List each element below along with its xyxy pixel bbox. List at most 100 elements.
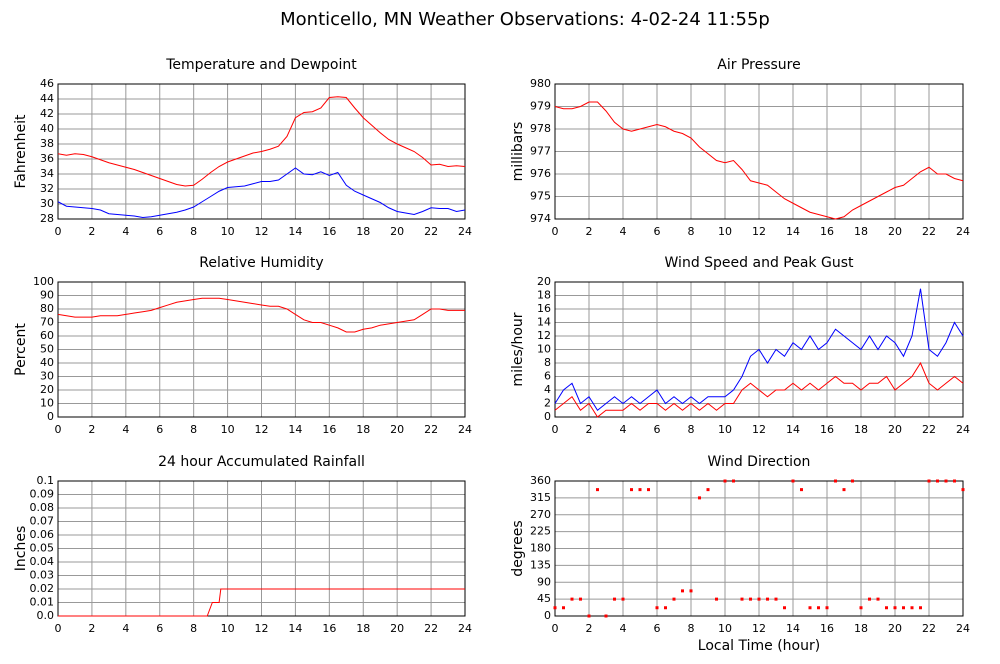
y-tick-label: 30 bbox=[40, 197, 54, 210]
x-tick-label: 6 bbox=[654, 225, 661, 238]
x-tick-label: 0 bbox=[55, 225, 62, 238]
data-point bbox=[953, 479, 956, 483]
data-point bbox=[689, 589, 693, 593]
plot-frame bbox=[57, 480, 466, 617]
x-tick-label: 0 bbox=[55, 423, 62, 436]
data-point bbox=[706, 488, 710, 492]
y-axis-label: miles/hour bbox=[510, 312, 526, 386]
x-tick-label: 16 bbox=[820, 225, 834, 238]
data-point bbox=[672, 597, 676, 601]
y-tick-label: 0.1 bbox=[37, 474, 55, 487]
chart-title: Relative Humidity bbox=[199, 255, 323, 271]
data-point bbox=[570, 597, 574, 601]
data-point bbox=[783, 606, 786, 610]
data-point bbox=[791, 479, 795, 483]
x-tick-label: 20 bbox=[390, 225, 404, 238]
plot-frame bbox=[57, 83, 466, 220]
y-tick-label: 30 bbox=[40, 370, 54, 383]
y-tick-label: 44 bbox=[40, 92, 54, 105]
x-tick-label: 22 bbox=[922, 423, 936, 436]
y-tick-label: 100 bbox=[33, 275, 54, 288]
y-tick-label: 60 bbox=[40, 329, 54, 342]
data-point bbox=[817, 606, 820, 610]
x-tick-label: 14 bbox=[288, 423, 302, 436]
chart-title: Wind Direction bbox=[708, 454, 811, 470]
data-point bbox=[834, 479, 837, 483]
y-axis-label: Percent bbox=[13, 323, 29, 376]
x-tick-label: 2 bbox=[586, 622, 593, 635]
x-tick-label: 10 bbox=[718, 423, 732, 436]
y-tick-label: 0 bbox=[544, 609, 551, 622]
y-tick-label: 0.06 bbox=[30, 528, 55, 541]
x-tick-label: 20 bbox=[888, 622, 902, 635]
data-point bbox=[825, 606, 829, 610]
x-tick-label: 20 bbox=[390, 622, 404, 635]
y-axis-label: millibars bbox=[510, 122, 526, 182]
y-tick-label: 2 bbox=[544, 397, 551, 410]
x-tick-label: 22 bbox=[922, 622, 936, 635]
data-point bbox=[910, 606, 914, 610]
x-tick-label: 4 bbox=[620, 225, 627, 238]
x-tick-label: 14 bbox=[786, 622, 800, 635]
x-tick-label: 2 bbox=[88, 622, 95, 635]
y-tick-label: 90 bbox=[537, 575, 551, 588]
y-tick-label: 0.07 bbox=[30, 515, 55, 528]
data-point bbox=[732, 479, 735, 483]
x-tick-label: 8 bbox=[688, 622, 695, 635]
y-tick-label: 0.02 bbox=[30, 582, 55, 595]
x-tick-label: 22 bbox=[424, 622, 438, 635]
y-tick-label: 0.01 bbox=[30, 596, 55, 609]
x-tick-label: 22 bbox=[424, 225, 438, 238]
y-tick-label: 978 bbox=[530, 122, 551, 135]
x-tick-label: 0 bbox=[55, 622, 62, 635]
data-point bbox=[842, 488, 846, 492]
y-tick-label: 70 bbox=[40, 316, 54, 329]
page-title: Monticello, MN Weather Observations: 4-0… bbox=[280, 9, 770, 30]
y-tick-label: 360 bbox=[530, 474, 551, 487]
y-tick-label: 980 bbox=[530, 77, 551, 90]
y-tick-label: 8 bbox=[544, 356, 551, 369]
y-tick-label: 20 bbox=[40, 383, 54, 396]
data-point bbox=[944, 479, 948, 483]
x-tick-label: 24 bbox=[956, 423, 970, 436]
data-point bbox=[596, 488, 599, 492]
x-tick-label: 8 bbox=[190, 622, 197, 635]
x-tick-label: 0 bbox=[552, 622, 559, 635]
data-line bbox=[554, 101, 964, 220]
x-tick-label: 22 bbox=[922, 225, 936, 238]
chart-title: Temperature and Dewpoint bbox=[165, 57, 357, 73]
x-tick-label: 0 bbox=[552, 225, 559, 238]
data-point bbox=[613, 597, 616, 601]
y-tick-label: 50 bbox=[40, 343, 54, 356]
data-point bbox=[868, 597, 871, 601]
y-tick-label: 45 bbox=[537, 592, 551, 605]
y-tick-label: 40 bbox=[40, 356, 54, 369]
chart-title: Air Pressure bbox=[717, 57, 800, 73]
x-tick-label: 20 bbox=[390, 423, 404, 436]
data-point bbox=[562, 606, 565, 610]
data-point bbox=[961, 488, 965, 492]
y-tick-label: 0 bbox=[544, 410, 551, 423]
y-tick-label: 0.09 bbox=[30, 488, 55, 501]
x-tick-label: 24 bbox=[956, 622, 970, 635]
x-tick-label: 24 bbox=[956, 225, 970, 238]
x-tick-label: 10 bbox=[718, 622, 732, 635]
y-tick-label: 16 bbox=[537, 302, 551, 315]
x-tick-label: 12 bbox=[752, 622, 766, 635]
data-point bbox=[698, 496, 701, 500]
y-tick-label: 14 bbox=[537, 316, 551, 329]
y-tick-label: 36 bbox=[40, 152, 54, 165]
chart-title: Wind Speed and Peak Gust bbox=[665, 255, 854, 271]
plot-frame bbox=[554, 281, 964, 418]
x-tick-label: 4 bbox=[122, 622, 129, 635]
data-point bbox=[808, 606, 812, 610]
data-point bbox=[587, 614, 591, 618]
y-tick-label: 979 bbox=[530, 100, 551, 113]
y-tick-label: 12 bbox=[537, 329, 551, 342]
x-tick-label: 6 bbox=[156, 225, 163, 238]
x-tick-label: 12 bbox=[255, 622, 269, 635]
x-tick-label: 8 bbox=[190, 225, 197, 238]
y-tick-label: 270 bbox=[530, 508, 551, 521]
data-point bbox=[859, 606, 863, 610]
